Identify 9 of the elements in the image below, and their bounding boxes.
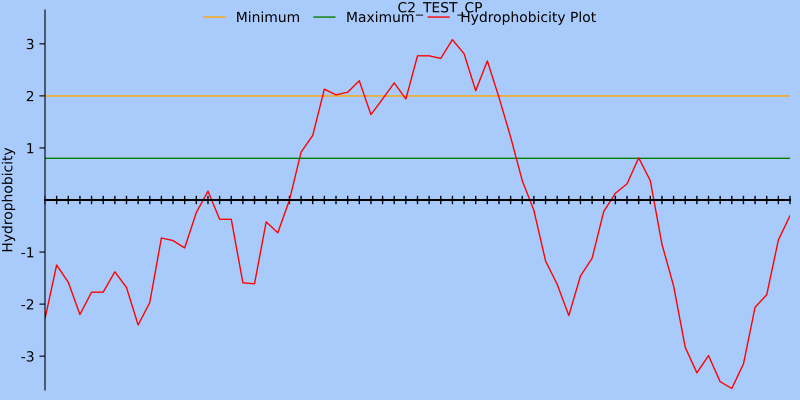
y-tick-label: 2 xyxy=(26,90,34,102)
y-tick-label: 1 xyxy=(27,143,34,154)
line-series xyxy=(45,38,790,390)
y-axis-title: Hydrophobicity xyxy=(2,148,16,252)
y-tick-label: -1 xyxy=(21,247,34,258)
y-tick-label: -3 xyxy=(21,351,34,362)
y-tick-label: -2 xyxy=(21,299,34,310)
y-tick-label: 3 xyxy=(26,38,34,50)
legend-label: Minimum xyxy=(237,11,299,22)
